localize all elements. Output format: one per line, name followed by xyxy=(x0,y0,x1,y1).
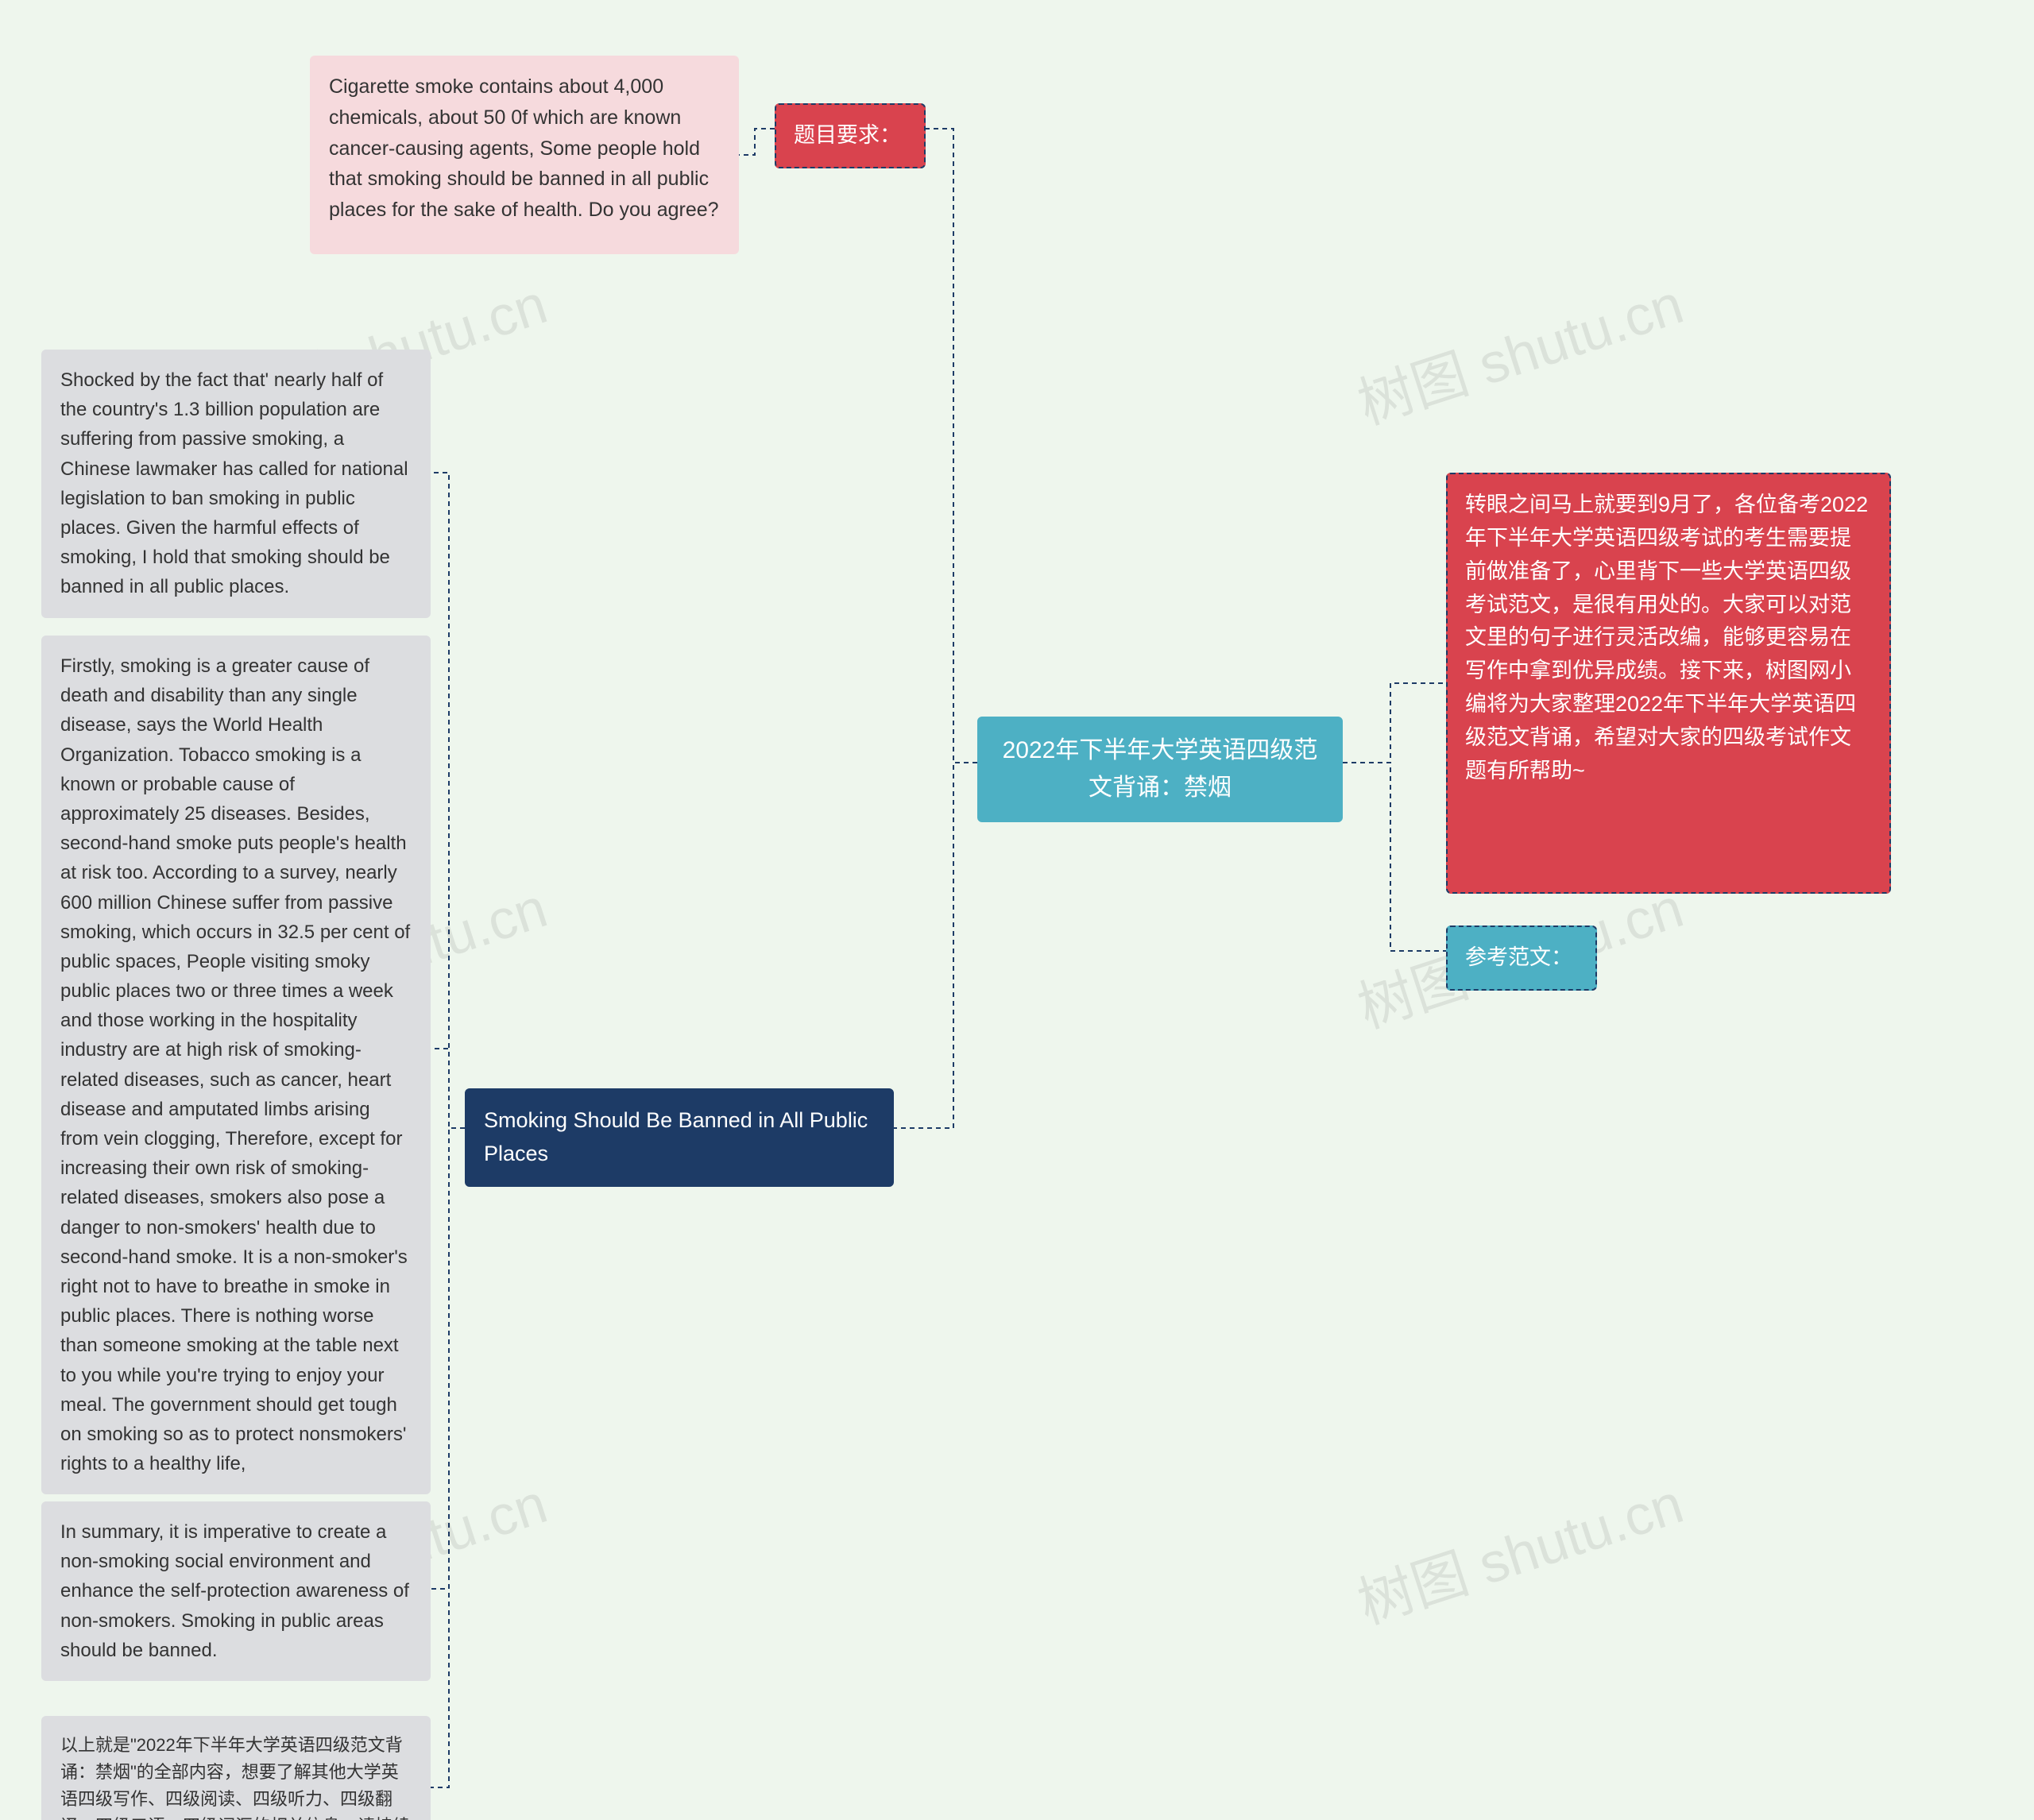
closing-text: 以上就是"2022年下半年大学英语四级范文背诵：禁烟"的全部内容，想要了解其他大… xyxy=(60,1735,410,1820)
root-text: 2022年下半年大学英语四级范文背诵：禁烟 xyxy=(996,732,1324,806)
reference-label-node[interactable]: 参考范文： xyxy=(1446,925,1597,991)
intro-text: 转眼之间马上就要到9月了，各位备考2022年下半年大学英语四级考试的考生需要提前… xyxy=(1465,493,1868,782)
paragraph-text: Firstly, smoking is a greater cause of d… xyxy=(60,655,410,1474)
mindmap-root[interactable]: 2022年下半年大学英语四级范文背诵：禁烟 xyxy=(977,717,1343,822)
paragraph-node[interactable]: Shocked by the fact that' nearly half of… xyxy=(41,350,431,618)
paragraph-node[interactable]: In summary, it is imperative to create a… xyxy=(41,1501,431,1681)
closing-node[interactable]: 以上就是"2022年下半年大学英语四级范文背诵：禁烟"的全部内容，想要了解其他大… xyxy=(41,1716,431,1820)
paragraph-text: Shocked by the fact that' nearly half of… xyxy=(60,369,408,597)
intro-node[interactable]: 转眼之间马上就要到9月了，各位备考2022年下半年大学英语四级考试的考生需要提前… xyxy=(1446,473,1891,894)
watermark: 树图 shutu.cn xyxy=(1347,1459,1692,1640)
watermark: 树图 shutu.cn xyxy=(1347,260,1692,440)
article-title-text: Smoking Should Be Banned in All Public P… xyxy=(484,1108,868,1165)
question-body-node[interactable]: Cigarette smoke contains about 4,000 che… xyxy=(310,56,739,254)
reference-label-text: 参考范文： xyxy=(1465,945,1572,969)
question-body-text: Cigarette smoke contains about 4,000 che… xyxy=(329,75,719,221)
question-label-node[interactable]: 题目要求： xyxy=(775,103,926,168)
article-title-node[interactable]: Smoking Should Be Banned in All Public P… xyxy=(465,1088,894,1187)
paragraph-node[interactable]: Firstly, smoking is a greater cause of d… xyxy=(41,636,431,1494)
question-label-text: 题目要求： xyxy=(794,123,901,147)
paragraph-text: In summary, it is imperative to create a… xyxy=(60,1521,409,1661)
